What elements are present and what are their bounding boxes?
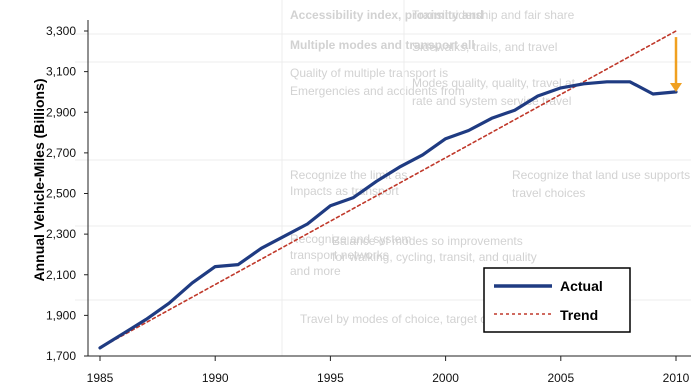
x-tick-labels: 1985 1990 1995 2000 2005 2010 [87, 356, 690, 385]
x-tick-label: 2000 [432, 371, 459, 385]
x-tick-label: 1990 [202, 371, 229, 385]
series-line-actual [98, 80, 678, 350]
chart-legend: Actual Trend [483, 267, 631, 333]
y-tick-label: 3,100 [46, 65, 76, 79]
y-tick-label: 2,700 [46, 146, 76, 160]
bg-cell: for walking, cycling, transit, and quali… [332, 250, 537, 264]
bg-cell: Recognize and system [290, 232, 412, 246]
bg-cell: transport networks [290, 248, 389, 262]
y-tick-label: 1,900 [46, 308, 76, 322]
y-tick-labels: 1,700 1,900 2,100 2,300 2,500 2,700 2,900 3,100… [46, 24, 88, 363]
bg-cell: Transit ridership and fair share [412, 8, 575, 22]
y-axis-label: Annual Vehicle-Miles (Billions) [31, 78, 47, 281]
bg-cell: Accessibility index, proximity and [290, 8, 484, 22]
bg-cell: travel choices [512, 186, 586, 200]
bg-cell: Balance of modes so improvements [332, 234, 523, 248]
y-tick-label: 2,900 [46, 105, 76, 119]
bg-cell: rate and system service travel [412, 94, 572, 108]
y-tick-label: 1,700 [46, 349, 76, 363]
y-tick-label: 2,300 [46, 227, 76, 241]
bg-cell: Recognize that land use supports [512, 168, 691, 182]
x-tick-label: 2005 [547, 371, 574, 385]
x-tick-label: 1995 [317, 371, 344, 385]
y-tick-label: 2,500 [46, 187, 76, 201]
bg-cell: Sidewalks, trails, and travel [412, 40, 558, 54]
bg-cell: Impacts as transport [290, 184, 399, 198]
y-tick-label: 2,100 [46, 268, 76, 282]
legend-trend-label: Trend [560, 307, 598, 323]
bg-cell: Modes quality, quality, travel at [412, 76, 575, 90]
legend-actual-label: Actual [560, 278, 603, 294]
y-tick-label: 3,300 [46, 24, 76, 38]
series-layer [98, 30, 678, 350]
bg-cell: Multiple modes and transport all [290, 38, 475, 52]
bg-cell: Emergencies and accidents from [290, 84, 465, 98]
legend-box [483, 267, 631, 333]
x-tick-label: 1985 [87, 371, 114, 385]
x-tick-label: 2010 [663, 371, 690, 385]
annotation-layer [670, 37, 682, 92]
gap-arrow-head [670, 82, 682, 92]
bg-cell: and more [290, 264, 341, 278]
bg-cell: Quality of multiple transport is [290, 66, 449, 80]
